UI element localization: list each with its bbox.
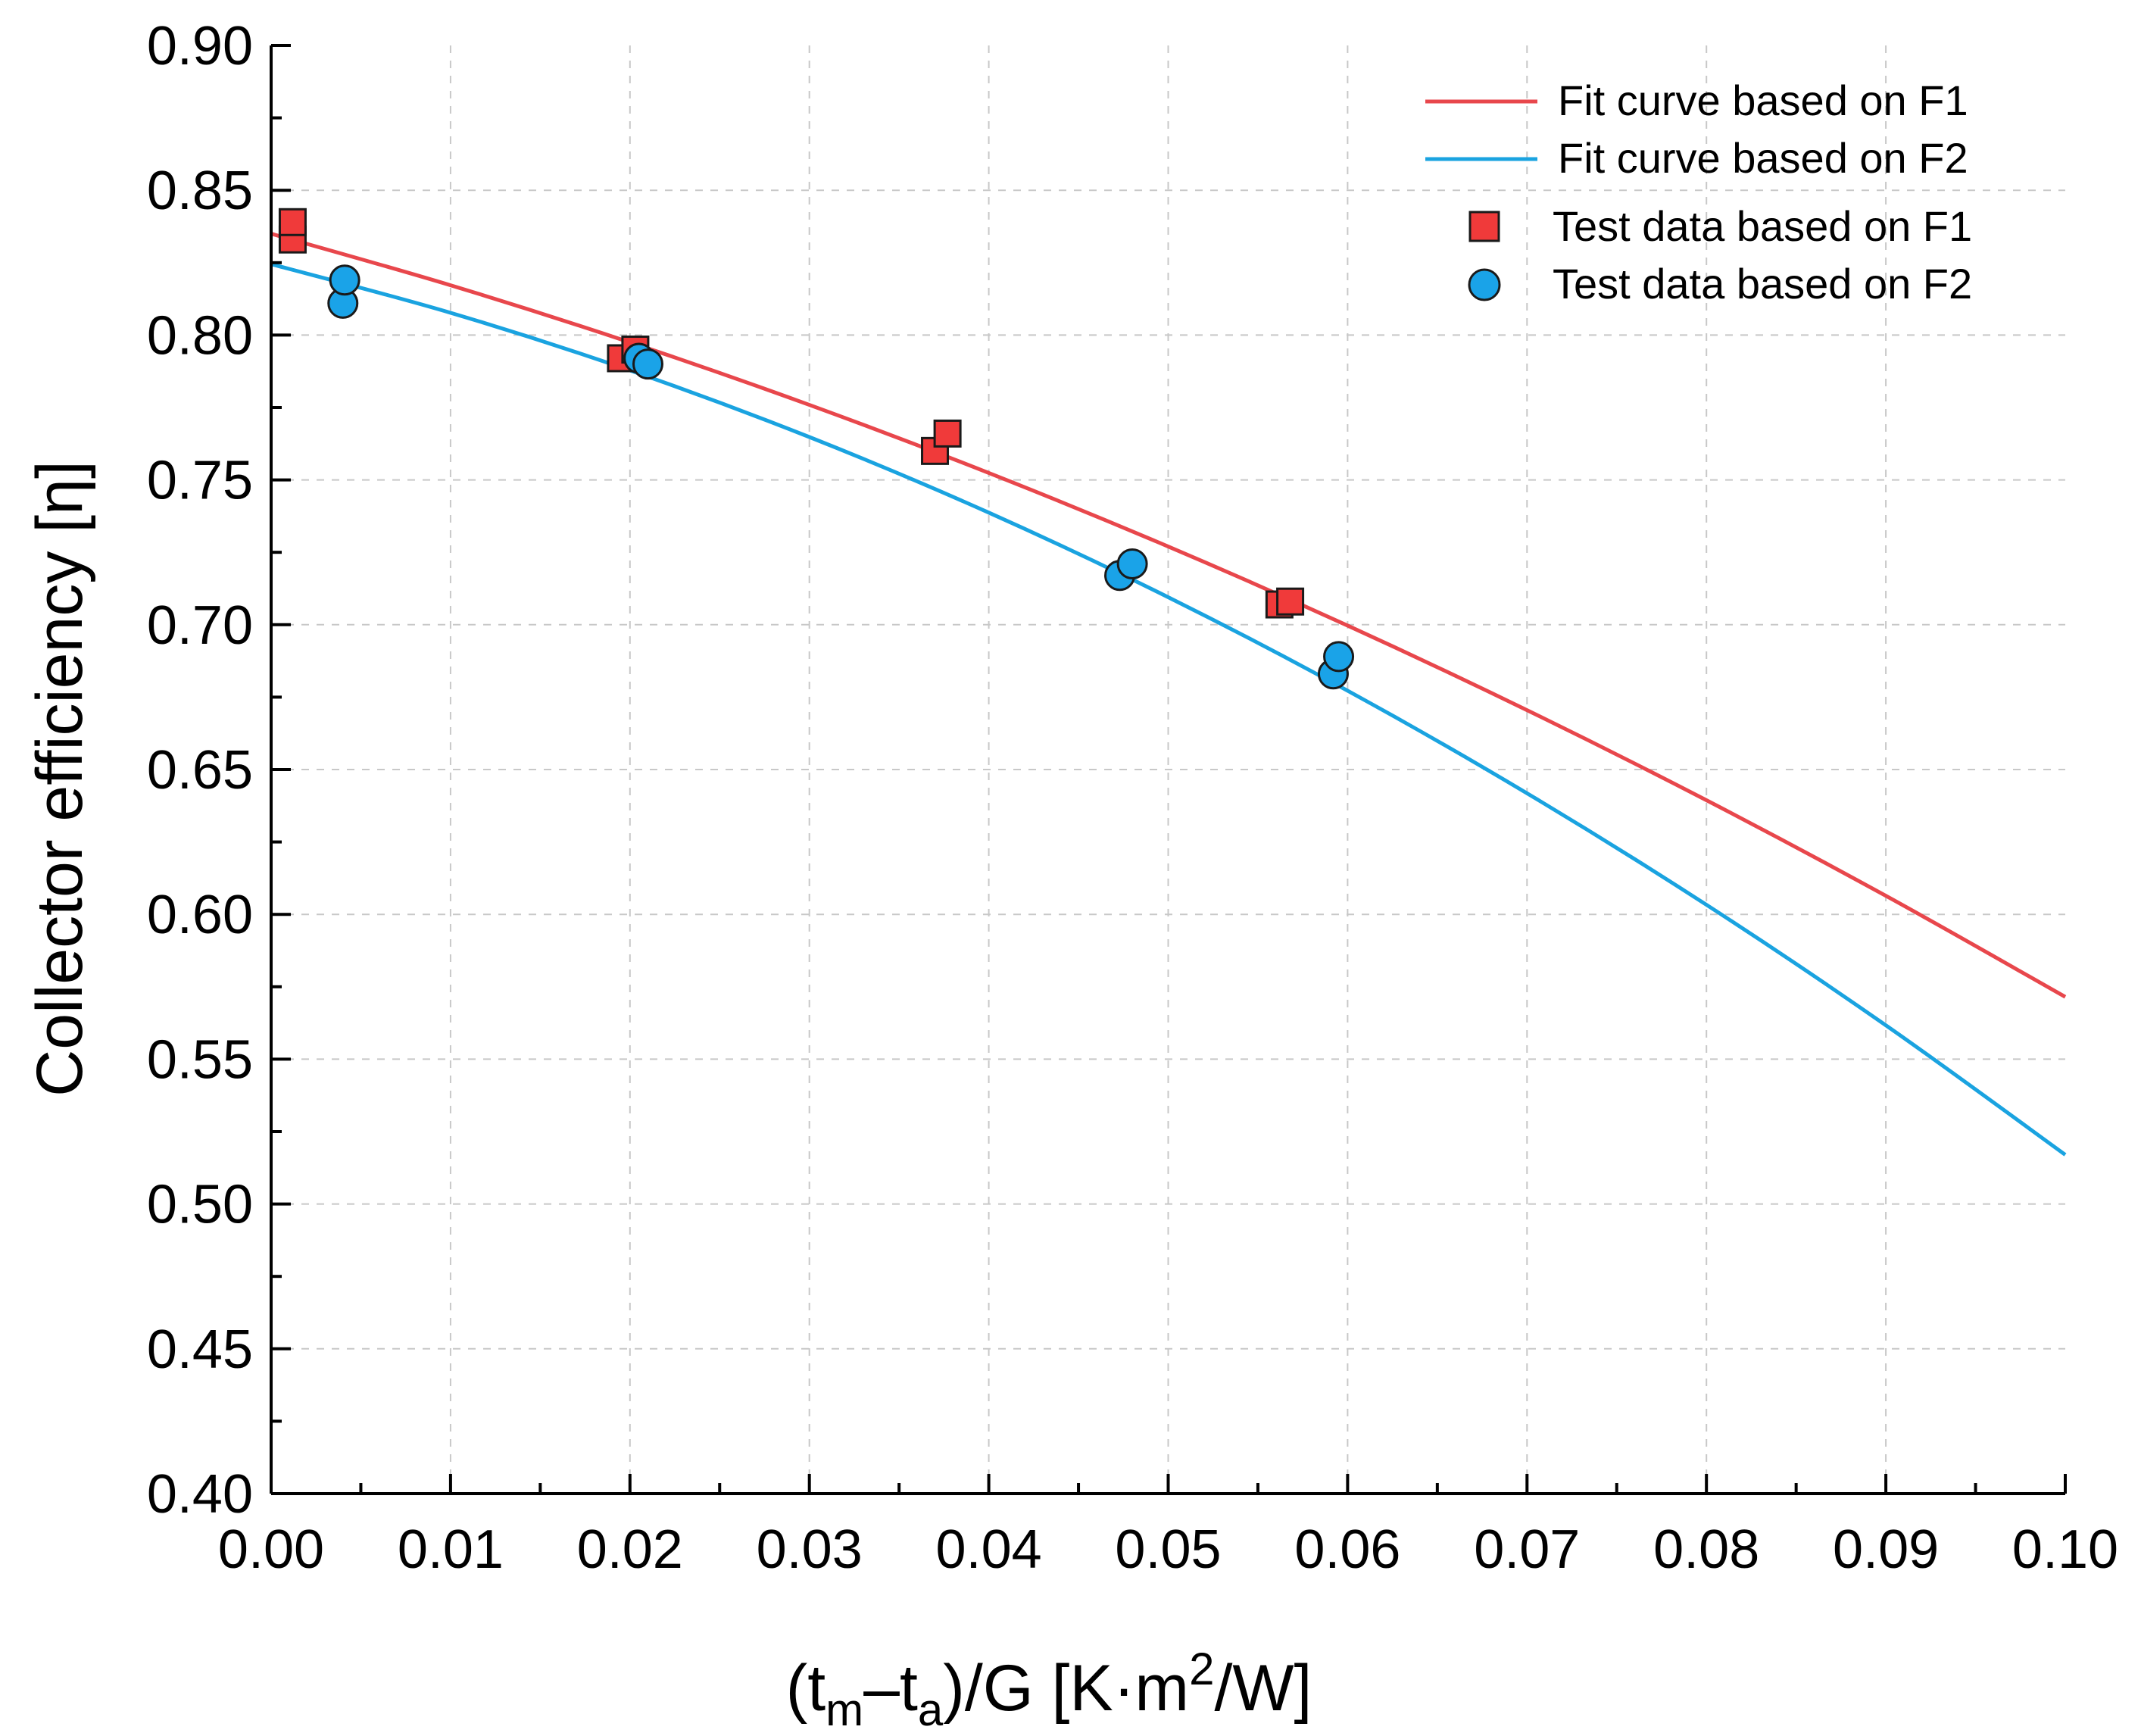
square-marker xyxy=(278,208,307,236)
circle-marker xyxy=(1323,641,1355,673)
y-tick-label: 0.50 xyxy=(147,1175,253,1235)
plot-series xyxy=(270,208,2067,1157)
x-axis-title-subscript-a: a xyxy=(918,1684,944,1732)
x-tick-label: 0.07 xyxy=(1474,1519,1580,1580)
y-tick-label: 0.55 xyxy=(147,1029,253,1090)
legend-circle-marker xyxy=(1468,268,1501,301)
x-axis-title: (tm–ta)/G [K·m2/W] xyxy=(786,1644,1312,1732)
x-tick-label: 0.00 xyxy=(218,1519,324,1580)
grid-lines xyxy=(271,45,2065,1494)
fit-curve-based-on-f2-line xyxy=(270,262,2067,1157)
x-axis-title-part: )/G [K·m xyxy=(943,1652,1189,1725)
y-axis-title: Collector efficiency [η] xyxy=(23,461,96,1097)
legend-label: Test data based on F1 xyxy=(1553,202,1972,250)
x-tick-label: 0.05 xyxy=(1115,1519,1221,1580)
legend-label: Test data based on F2 xyxy=(1553,260,1972,308)
x-tick-label: 0.02 xyxy=(577,1519,683,1580)
legend-label: Fit curve based on F2 xyxy=(1558,134,1968,182)
circle-marker xyxy=(632,348,663,380)
axes: 0.00 0.01 0.02 0.03 0.04 0.05 0.06 0.07 0.08 0.09… xyxy=(147,16,2118,1580)
y-tick-label: 0.75 xyxy=(147,451,253,511)
legend-label: Fit curve based on F1 xyxy=(1558,76,1968,124)
y-tick-label: 0.90 xyxy=(147,16,253,76)
circle-marker xyxy=(329,264,360,296)
x-tick-label: 0.06 xyxy=(1294,1519,1400,1580)
fit-curve-based-on-f1-line xyxy=(270,232,2067,999)
y-tick-label: 0.40 xyxy=(147,1464,253,1525)
y-tick-label: 0.70 xyxy=(147,595,253,656)
y-tick-label: 0.85 xyxy=(147,161,253,221)
y-tick-label: 0.80 xyxy=(147,305,253,366)
x-tick-label: 0.08 xyxy=(1653,1519,1759,1580)
legend: Fit curve based on F1 Fit curve based on … xyxy=(1425,76,1972,308)
x-axis-title-part: (t xyxy=(786,1652,826,1725)
y-tick-label: 0.45 xyxy=(147,1319,253,1380)
x-tick-label: 0.09 xyxy=(1833,1519,1939,1580)
square-marker xyxy=(933,419,962,448)
square-marker xyxy=(1276,587,1305,616)
x-axis-title-subscript-m: m xyxy=(826,1684,863,1732)
y-tick-label: 0.60 xyxy=(147,885,253,945)
circle-marker xyxy=(1116,548,1148,579)
x-axis-title-superscript: 2 xyxy=(1189,1644,1214,1694)
x-tick-label: 0.01 xyxy=(398,1519,504,1580)
x-axis-title-part: /W] xyxy=(1214,1652,1312,1725)
legend-square-marker xyxy=(1468,211,1500,242)
x-tick-label: 0.10 xyxy=(2012,1519,2118,1580)
y-tick-label: 0.65 xyxy=(147,740,253,801)
x-axis-title-part: –t xyxy=(863,1652,918,1725)
x-tick-label: 0.03 xyxy=(757,1519,863,1580)
x-tick-label: 0.04 xyxy=(936,1519,1042,1580)
